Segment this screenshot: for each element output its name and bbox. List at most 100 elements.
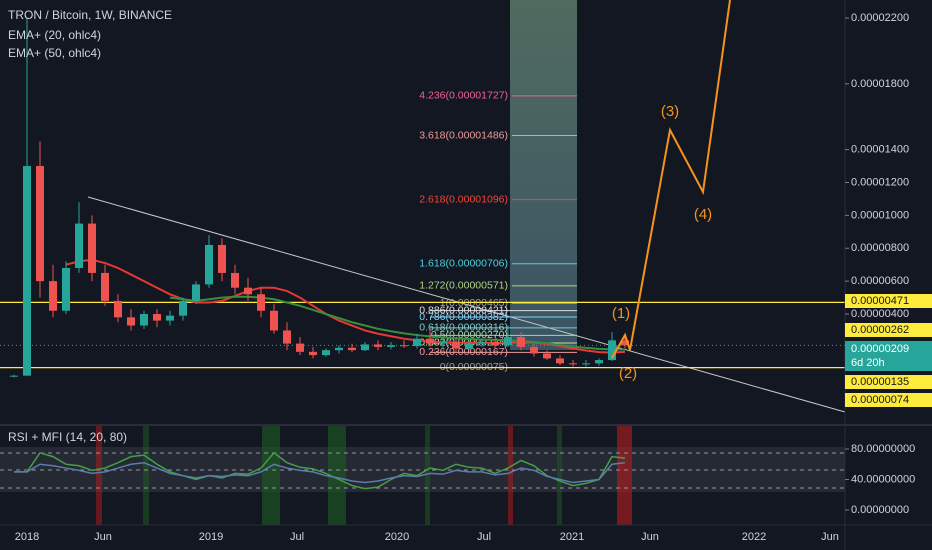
y-tick-label: 0.00001200 xyxy=(851,176,909,188)
y-tick-label: 0.00001400 xyxy=(851,144,909,156)
wave-label: (4) xyxy=(694,206,712,223)
candle-body xyxy=(75,223,83,268)
wave-label: (1) xyxy=(612,305,630,322)
candle-body xyxy=(452,341,460,349)
x-tick-label: Jul xyxy=(290,531,304,543)
y-tick-label: 0.00001800 xyxy=(851,78,909,90)
price-label: 0.00000074 xyxy=(851,394,909,406)
candle-body xyxy=(517,337,525,347)
candle-body xyxy=(361,344,369,351)
candle-body xyxy=(140,314,148,326)
wave-label: (2) xyxy=(619,365,637,382)
x-tick-label: 2020 xyxy=(385,531,409,543)
candle-body xyxy=(62,267,70,311)
y-tick-label: 40.00000000 xyxy=(851,473,915,485)
candle-body xyxy=(36,166,44,282)
price-label-box xyxy=(845,323,932,337)
price-label: 0.00000135 xyxy=(851,376,909,388)
price-label: 0.00000262 xyxy=(851,324,909,336)
price-label-box xyxy=(845,375,932,389)
osc-line xyxy=(14,461,626,484)
fib-label: 1(0.00000465) xyxy=(440,297,508,309)
candle-body xyxy=(88,223,96,273)
x-tick-label: Jun xyxy=(821,531,839,543)
y-tick-label: 80.00000000 xyxy=(851,443,915,455)
osc-highlight xyxy=(262,425,280,525)
y-tick-label: 0.00000600 xyxy=(851,275,909,287)
candle-body xyxy=(504,337,512,346)
osc-line xyxy=(14,451,626,490)
last-price-box xyxy=(845,341,932,371)
last-price-label: 0.00000209 xyxy=(851,343,909,355)
candle-body xyxy=(49,281,57,311)
candle-body xyxy=(283,330,291,344)
price-label-box xyxy=(845,393,932,407)
wave-label: (3) xyxy=(661,103,679,120)
osc-highlight xyxy=(557,425,562,525)
x-tick-label: 2018 xyxy=(15,531,39,543)
candle-body xyxy=(595,360,603,364)
candle-body xyxy=(309,351,317,356)
fib-box xyxy=(510,0,577,350)
candle-body xyxy=(530,346,538,354)
fib-label: 1.618(0.00000706) xyxy=(419,257,508,269)
fib-label: 0.236(0.00000167) xyxy=(419,346,508,358)
candle-body xyxy=(335,347,343,351)
chart-title: TRON / Bitcoin, 1W, BINANCE xyxy=(8,8,172,22)
candle-body xyxy=(153,314,161,321)
candle-body xyxy=(127,317,135,326)
fib-label: 2.618(0.00001096) xyxy=(419,193,508,205)
osc-highlight xyxy=(508,425,513,525)
candle-body xyxy=(205,244,213,285)
candle-body xyxy=(569,363,577,365)
x-tick-label: 2022 xyxy=(742,531,766,543)
price-label: 0.00000471 xyxy=(851,295,909,307)
candle-body xyxy=(114,300,122,318)
osc-highlight xyxy=(96,425,102,525)
fib-label: 4.236(0.00001727) xyxy=(419,90,508,102)
fib-label: 0.786(0.00000382) xyxy=(419,311,508,323)
osc-title: RSI + MFI (14, 20, 80) xyxy=(8,430,127,444)
candle-body xyxy=(543,353,551,359)
fib-label: 0.886(0.00000421) xyxy=(419,304,508,316)
price-label-box xyxy=(845,294,932,308)
candle-body xyxy=(231,272,239,288)
osc-highlight xyxy=(617,425,632,525)
wave-path xyxy=(611,0,731,359)
candle-body xyxy=(270,310,278,331)
candle-body xyxy=(426,338,434,344)
osc-highlight xyxy=(425,425,430,525)
candle-body xyxy=(491,341,499,346)
candle-body xyxy=(192,284,200,301)
countdown-label: 6d 20h xyxy=(851,357,885,369)
y-tick-label: 0.00000400 xyxy=(851,308,909,320)
y-tick-label: 0.00000800 xyxy=(851,242,909,254)
plot: 4.236(0.00001727) 3.618(0.00001486) 2.618(… xyxy=(0,18,845,490)
legend-entry: EMA+ (50, ohlc4) xyxy=(8,46,101,60)
candle-body xyxy=(608,340,616,361)
candle-body xyxy=(244,287,252,295)
candle-body xyxy=(582,363,590,365)
candle-body xyxy=(465,343,473,349)
y-tick-label: 0.00001000 xyxy=(851,209,909,221)
candle-body xyxy=(413,338,421,347)
fib-label: 3.618(0.00001486) xyxy=(419,129,508,141)
candle-body xyxy=(218,244,226,273)
x-tick-label: 2021 xyxy=(560,531,584,543)
x-tick-label: Jul xyxy=(477,531,491,543)
x-tick-label: Jun xyxy=(641,531,659,543)
candle-body xyxy=(400,345,408,347)
fib-label: 1.272(0.00000571) xyxy=(419,280,508,292)
candle-body xyxy=(101,272,109,301)
candle-body xyxy=(10,375,18,377)
x-tick-label: 2019 xyxy=(199,531,223,543)
candle-body xyxy=(387,345,395,347)
osc-highlight xyxy=(143,425,149,525)
candle-body xyxy=(23,166,31,376)
candle-body xyxy=(348,347,356,351)
fib-label: 0.618(0.00000316) xyxy=(419,322,508,334)
candle-body xyxy=(439,341,447,344)
candle-body xyxy=(374,344,382,347)
ema-line xyxy=(169,295,626,351)
